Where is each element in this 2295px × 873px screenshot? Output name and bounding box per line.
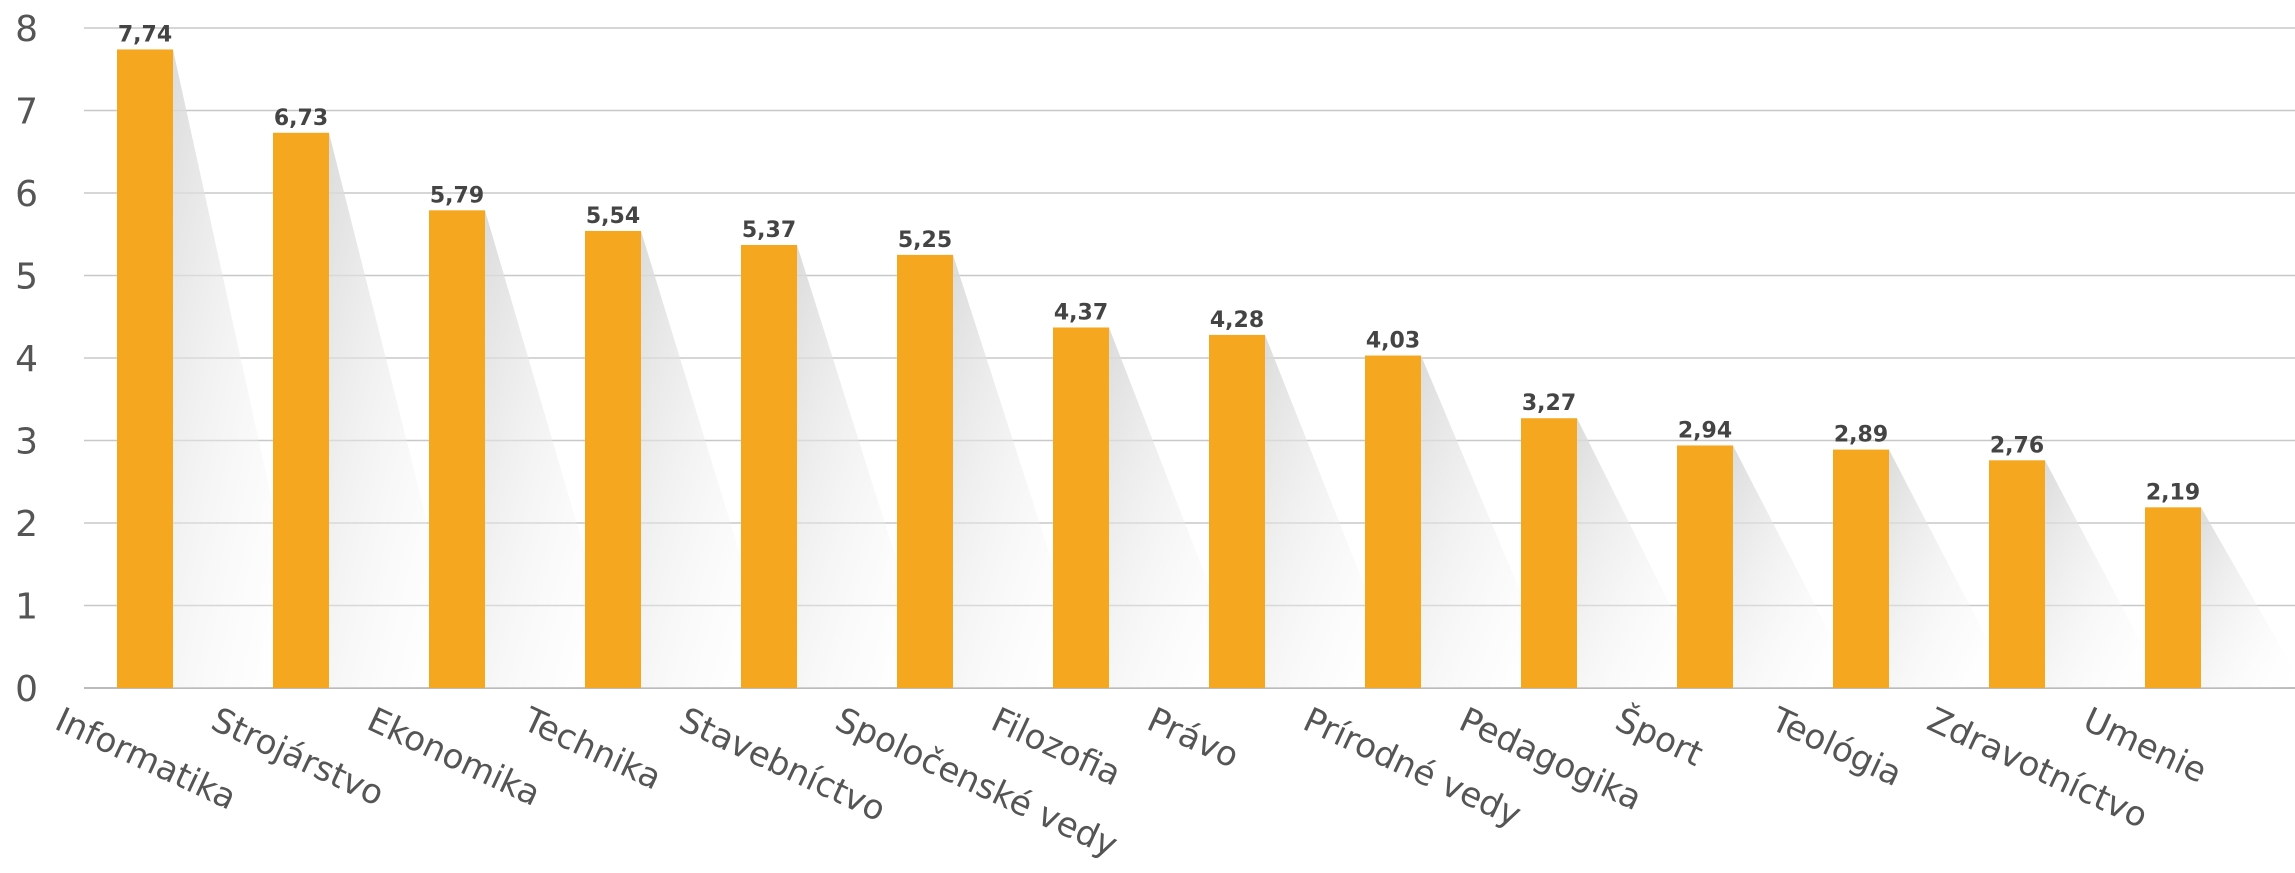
y-tick-label: 4 [15, 339, 38, 380]
bar [117, 49, 173, 688]
data-label: 6,73 [274, 106, 328, 131]
bar [897, 254, 953, 688]
data-label: 2,89 [1834, 423, 1888, 448]
data-label: 5,25 [898, 228, 952, 253]
bar-shadow [2201, 507, 2295, 688]
y-tick-label: 3 [15, 422, 38, 463]
data-label: 4,37 [1054, 300, 1108, 325]
bars [117, 49, 2201, 688]
bar-shadow [641, 230, 781, 688]
bar [1521, 418, 1577, 688]
y-tick-label: 8 [15, 9, 38, 50]
bar [1365, 355, 1421, 688]
bar [429, 210, 485, 688]
y-tick-label: 6 [15, 174, 38, 215]
data-label: 2,19 [2146, 480, 2200, 505]
data-label: 4,03 [1366, 329, 1420, 354]
bar [1209, 334, 1265, 688]
data-label: 4,28 [1210, 308, 1264, 333]
bar [741, 244, 797, 688]
y-tick-label: 0 [15, 669, 38, 710]
bar [1677, 445, 1733, 688]
x-tick-label: Právo [1141, 700, 1245, 777]
bar [585, 230, 641, 688]
bar-shadow [485, 210, 625, 688]
y-axis-ticks: 0 1 2 3 4 5 6 7 8 [15, 9, 38, 710]
data-label: 2,76 [1990, 433, 2044, 458]
bar [2145, 507, 2201, 688]
bar [1989, 460, 2045, 688]
data-label: 5,37 [742, 218, 796, 243]
x-tick-label: Ekonomika [361, 700, 546, 815]
x-tick-label: Teológia [1764, 699, 1908, 794]
bar-shadow [1265, 334, 1405, 688]
data-label: 5,54 [586, 204, 640, 229]
bar [1833, 449, 1889, 688]
y-tick-label: 5 [15, 257, 38, 298]
y-tick-label: 2 [15, 504, 38, 545]
bar-shadow [2045, 460, 2165, 688]
data-label: 5,79 [430, 183, 484, 208]
bar-shadow [1421, 355, 1561, 688]
bar [273, 132, 329, 688]
x-tick-label: Šport [1609, 699, 1709, 775]
x-tick-label: Spoločenské vedy [829, 700, 1123, 866]
y-tick-label: 7 [15, 92, 38, 133]
bar-shadow [1733, 445, 1858, 688]
bar [1053, 327, 1109, 688]
bar-shadow [1889, 449, 2013, 688]
y-tick-label: 1 [15, 587, 38, 628]
data-label: 7,74 [118, 22, 172, 47]
data-labels: 7,74 6,73 5,79 5,54 5,37 5,25 4,37 4,28 4,03 3,27… [118, 22, 2200, 505]
data-label: 3,27 [1522, 391, 1576, 416]
data-label: 2,94 [1678, 418, 1732, 443]
